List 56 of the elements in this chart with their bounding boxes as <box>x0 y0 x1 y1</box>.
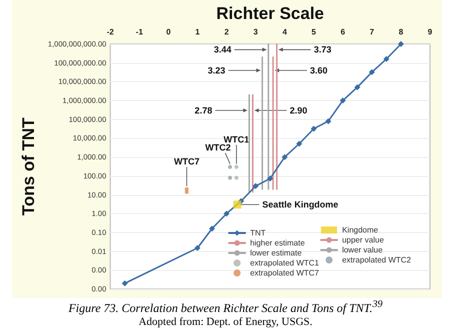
point <box>354 84 360 90</box>
x-tick-label: 3 <box>253 28 258 36</box>
annotation: 3.23 <box>208 65 226 76</box>
annotation: 3.73 <box>314 44 332 55</box>
annotation: Seattle Kingdome <box>262 200 338 210</box>
annotation: 2.78 <box>194 105 212 116</box>
annotation: WTC2 <box>205 142 231 152</box>
point <box>267 176 274 182</box>
legend-label: extrapolated WTC2 <box>342 256 412 264</box>
text: Adopted from: Dept. of Energy, USGS. <box>138 315 314 329</box>
legend-label: higher estimate <box>250 238 306 248</box>
legend-label: extrapolated WTC7 <box>250 268 320 278</box>
point <box>282 154 288 160</box>
point <box>228 176 232 180</box>
legend-label: upper value <box>342 236 384 244</box>
annotation: WTC7 <box>174 156 200 167</box>
y-axis-title: Tons of TNT <box>19 116 38 216</box>
x-tick-label: 9 <box>428 28 433 36</box>
point <box>296 140 302 147</box>
legend-label: extrapolated WTC1 <box>250 258 320 268</box>
x-tick-label: 2 <box>224 28 230 36</box>
x-tick-label: -2 <box>106 28 114 36</box>
legend-label: lower value <box>342 246 384 254</box>
x-tick-label: 0 <box>166 28 172 36</box>
legend-label: TNT <box>250 228 266 238</box>
legend-label: Kingdome <box>342 226 379 234</box>
point <box>234 176 238 180</box>
point <box>310 126 317 132</box>
x-tick-label: 1 <box>195 28 200 36</box>
legend-label: lower estimate <box>250 248 302 258</box>
caption: Figure 73. Correlation between Richter Scale and Tons of TNT.$^{39}$ <box>67 298 384 315</box>
point <box>234 164 238 169</box>
x-axis-title: Richter Scale <box>216 4 324 23</box>
point <box>122 280 128 286</box>
x-tick-label: 4 <box>282 28 288 36</box>
point <box>224 210 230 217</box>
point <box>184 190 189 194</box>
annotation: WTC1 <box>224 134 250 144</box>
point <box>325 118 332 124</box>
annotation: 3.44 <box>214 44 232 55</box>
x-tick-label: 5 <box>312 28 317 36</box>
point <box>383 56 390 62</box>
annotation: 3.60 <box>310 65 328 76</box>
point <box>209 226 216 232</box>
x-tick-label: 8 <box>398 28 404 36</box>
x-tick-label: 7 <box>370 28 375 36</box>
point <box>368 69 375 76</box>
point <box>398 41 404 47</box>
point <box>233 200 242 209</box>
point <box>194 244 200 251</box>
point <box>252 183 259 190</box>
annotation: 2.90 <box>290 105 308 116</box>
point <box>228 164 232 169</box>
x-tick-label: 6 <box>340 28 346 36</box>
point <box>340 98 346 104</box>
x-tick-label: -1 <box>136 28 144 36</box>
